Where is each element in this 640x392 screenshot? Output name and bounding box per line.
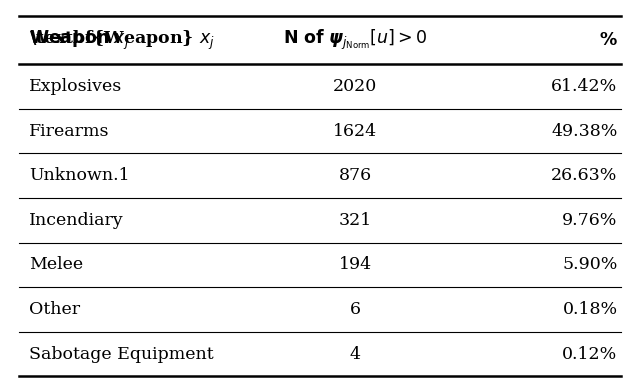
- Text: 9.76%: 9.76%: [562, 212, 618, 229]
- Text: Explosives: Explosives: [29, 78, 122, 95]
- Text: 0.12%: 0.12%: [563, 345, 618, 363]
- Text: 61.42%: 61.42%: [551, 78, 618, 95]
- Text: 876: 876: [339, 167, 372, 184]
- Text: 6: 6: [349, 301, 361, 318]
- Text: Sabotage Equipment: Sabotage Equipment: [29, 345, 213, 363]
- Text: Firearms: Firearms: [29, 123, 109, 140]
- Text: 194: 194: [339, 256, 372, 273]
- Text: 1624: 1624: [333, 123, 377, 140]
- Text: 26.63%: 26.63%: [551, 167, 618, 184]
- Text: 4: 4: [349, 345, 361, 363]
- Text: 0.18%: 0.18%: [563, 301, 618, 318]
- Text: 2020: 2020: [333, 78, 378, 95]
- Text: Unknown.1: Unknown.1: [29, 167, 129, 184]
- Text: $\mathbf{N\ of\ }\boldsymbol{\psi}_{j_{\mathrm{Norm}}}[u]>0$: $\mathbf{N\ of\ }\boldsymbol{\psi}_{j_{\…: [283, 28, 428, 52]
- Text: $\mathbf{\%}$: $\mathbf{\%}$: [599, 31, 618, 49]
- Text: 321: 321: [339, 212, 372, 229]
- Text: $\mathbf{Weapon}$ $x_j$: $\mathbf{Weapon}$ $x_j$: [29, 29, 129, 52]
- Text: Incendiary: Incendiary: [29, 212, 124, 229]
- Text: 49.38%: 49.38%: [551, 123, 618, 140]
- Text: \textbf{Weapon} $x_j$: \textbf{Weapon} $x_j$: [29, 29, 214, 52]
- Text: Melee: Melee: [29, 256, 83, 273]
- Text: Other: Other: [29, 301, 80, 318]
- Text: 5.90%: 5.90%: [562, 256, 618, 273]
